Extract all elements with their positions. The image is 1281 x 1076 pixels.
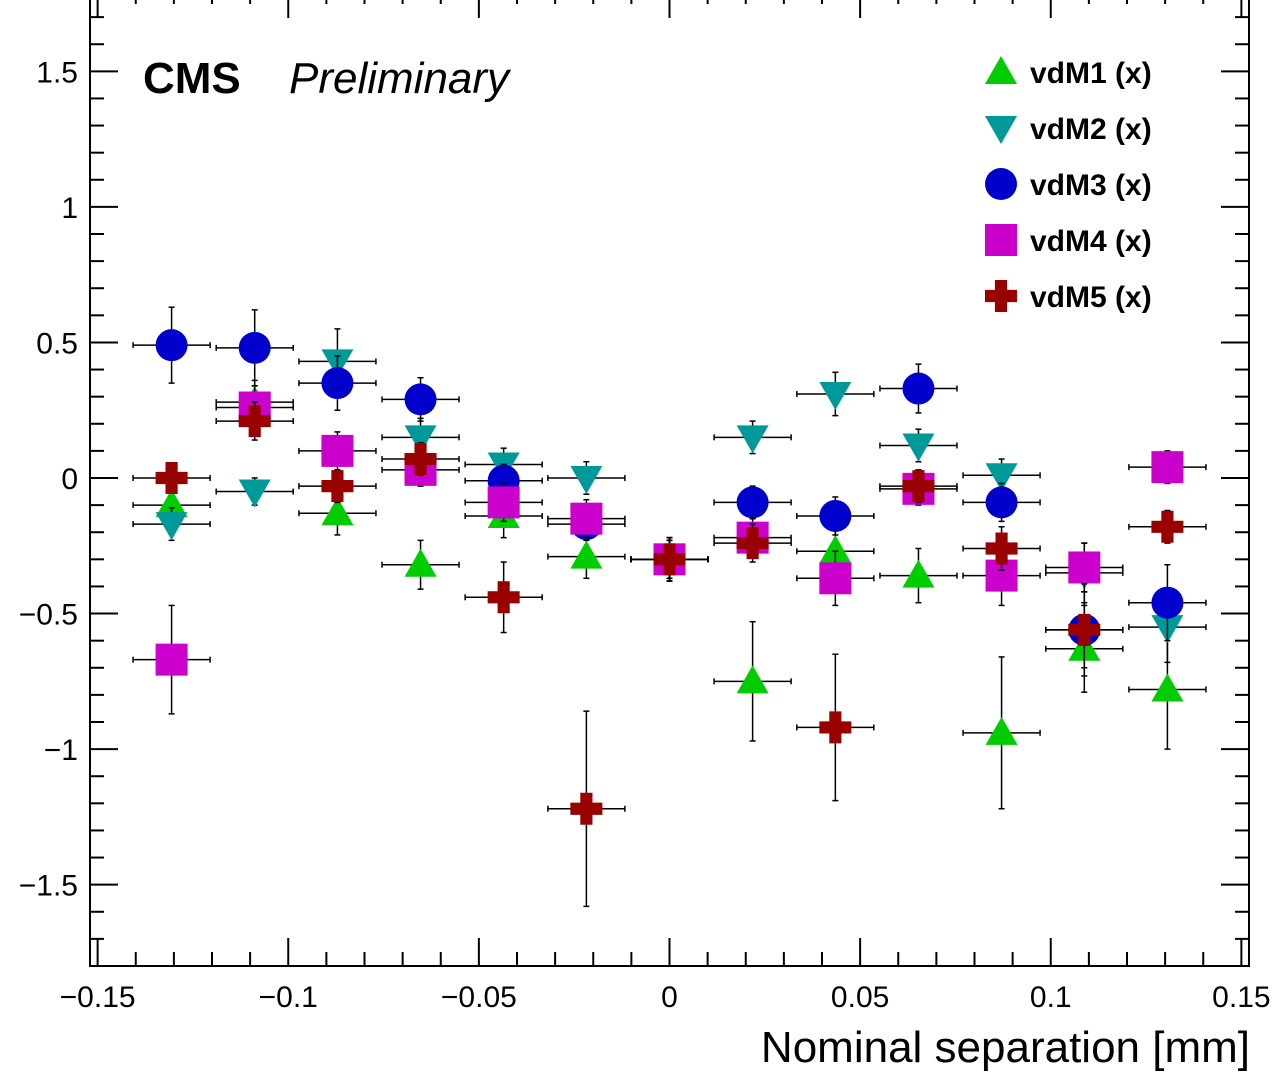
data-point-cross xyxy=(404,443,437,476)
experiment-label: CMS xyxy=(143,54,241,103)
x-tick-label: 0.05 xyxy=(831,981,889,1014)
data-point-triangle-up xyxy=(570,540,603,569)
x-tick-label: 0.1 xyxy=(1030,981,1072,1014)
legend-marker-circle xyxy=(985,168,1017,200)
data-point-square xyxy=(570,502,603,535)
y-tick-label: 1 xyxy=(61,192,78,225)
data-point-cross xyxy=(985,532,1018,565)
legend-marker-square xyxy=(985,224,1017,256)
data-point-triangle-up xyxy=(1151,673,1184,702)
data-point-square xyxy=(487,486,520,519)
data-point-cross xyxy=(1151,510,1184,543)
data-point-circle xyxy=(819,499,852,532)
data-point-cross xyxy=(155,462,188,494)
data-point-triangle-down xyxy=(570,466,603,494)
data-point-triangle-up xyxy=(736,665,769,694)
legend-label: vdM5 (x) xyxy=(1030,281,1152,314)
data-point-cross xyxy=(238,405,271,438)
data-point-cross xyxy=(570,792,603,825)
data-point-cross xyxy=(321,470,354,503)
data-point-circle xyxy=(404,383,437,416)
data-point-square xyxy=(819,562,852,595)
data-point-triangle-down xyxy=(902,433,935,462)
x-tick-label: −0.05 xyxy=(441,981,517,1014)
x-axis-label: Nominal separation [mm] xyxy=(761,1023,1250,1072)
data-point-square xyxy=(321,434,354,467)
status-label: Preliminary xyxy=(289,54,512,103)
data-point-circle xyxy=(1151,586,1184,619)
data-point-circle xyxy=(155,329,188,362)
data-point-circle xyxy=(985,486,1018,519)
legend-label: vdM1 (x) xyxy=(1030,57,1152,90)
data-point-triangle-down xyxy=(736,425,769,454)
legend-marker-triangle-down xyxy=(985,116,1017,144)
data-point-circle xyxy=(238,331,271,364)
data-point-triangle-up xyxy=(404,548,437,577)
y-tick-label: −1.5 xyxy=(19,870,78,903)
data-point-triangle-down xyxy=(155,512,188,541)
data-point-triangle-up xyxy=(321,497,354,526)
legend-label: vdM3 (x) xyxy=(1030,169,1152,202)
data-point-triangle-up xyxy=(819,535,852,564)
x-tick-label: −0.1 xyxy=(259,981,318,1014)
legend: vdM1 (x) vdM2 (x) vdM3 (x) vdM4 (x) vdM5 (x) xyxy=(985,56,1152,314)
data-point-square xyxy=(1151,451,1184,484)
y-tick-label: 0 xyxy=(61,463,78,496)
legend-label: vdM2 (x) xyxy=(1030,113,1152,146)
data-point-cross xyxy=(902,470,935,503)
y-tick-label: −1 xyxy=(44,734,78,767)
data-point-square xyxy=(155,643,188,676)
data-point-circle xyxy=(736,486,769,519)
data-point-circle xyxy=(902,372,935,405)
data-point-triangle-up xyxy=(902,559,935,588)
data-point-square xyxy=(1068,551,1101,584)
legend-marker-cross xyxy=(985,280,1017,312)
data-point-triangle-down xyxy=(985,463,1018,492)
x-tick-label: 0 xyxy=(661,981,678,1014)
data-point-triangle-down xyxy=(238,479,271,508)
legend-marker-triangle-up xyxy=(985,56,1017,84)
data-point-cross xyxy=(487,581,520,614)
data-point-triangle-up xyxy=(155,489,188,518)
axes: −0.15 −0.1 −0.05 0 0.05 0.1 0.15 −1.5 −1 −0.5 0 0.5… xyxy=(19,0,1271,1014)
data-point-triangle-up xyxy=(985,716,1018,745)
data-point-circle xyxy=(321,367,354,400)
y-tick-label: 0.5 xyxy=(36,327,78,360)
y-tick-label: −0.5 xyxy=(19,599,78,632)
x-tick-label: −0.15 xyxy=(60,981,136,1014)
data-point-cross xyxy=(653,543,686,576)
data-point-triangle-down xyxy=(404,425,437,454)
legend-label: vdM4 (x) xyxy=(1030,225,1152,258)
data-point-triangle-down xyxy=(819,381,852,410)
data-point-cross xyxy=(819,711,852,744)
y-tick-label: 1.5 xyxy=(36,56,78,89)
x-tick-label: 0.15 xyxy=(1212,981,1270,1014)
data-point-cross xyxy=(736,527,769,560)
data-point-cross xyxy=(1068,613,1101,646)
data-points xyxy=(132,306,1207,908)
